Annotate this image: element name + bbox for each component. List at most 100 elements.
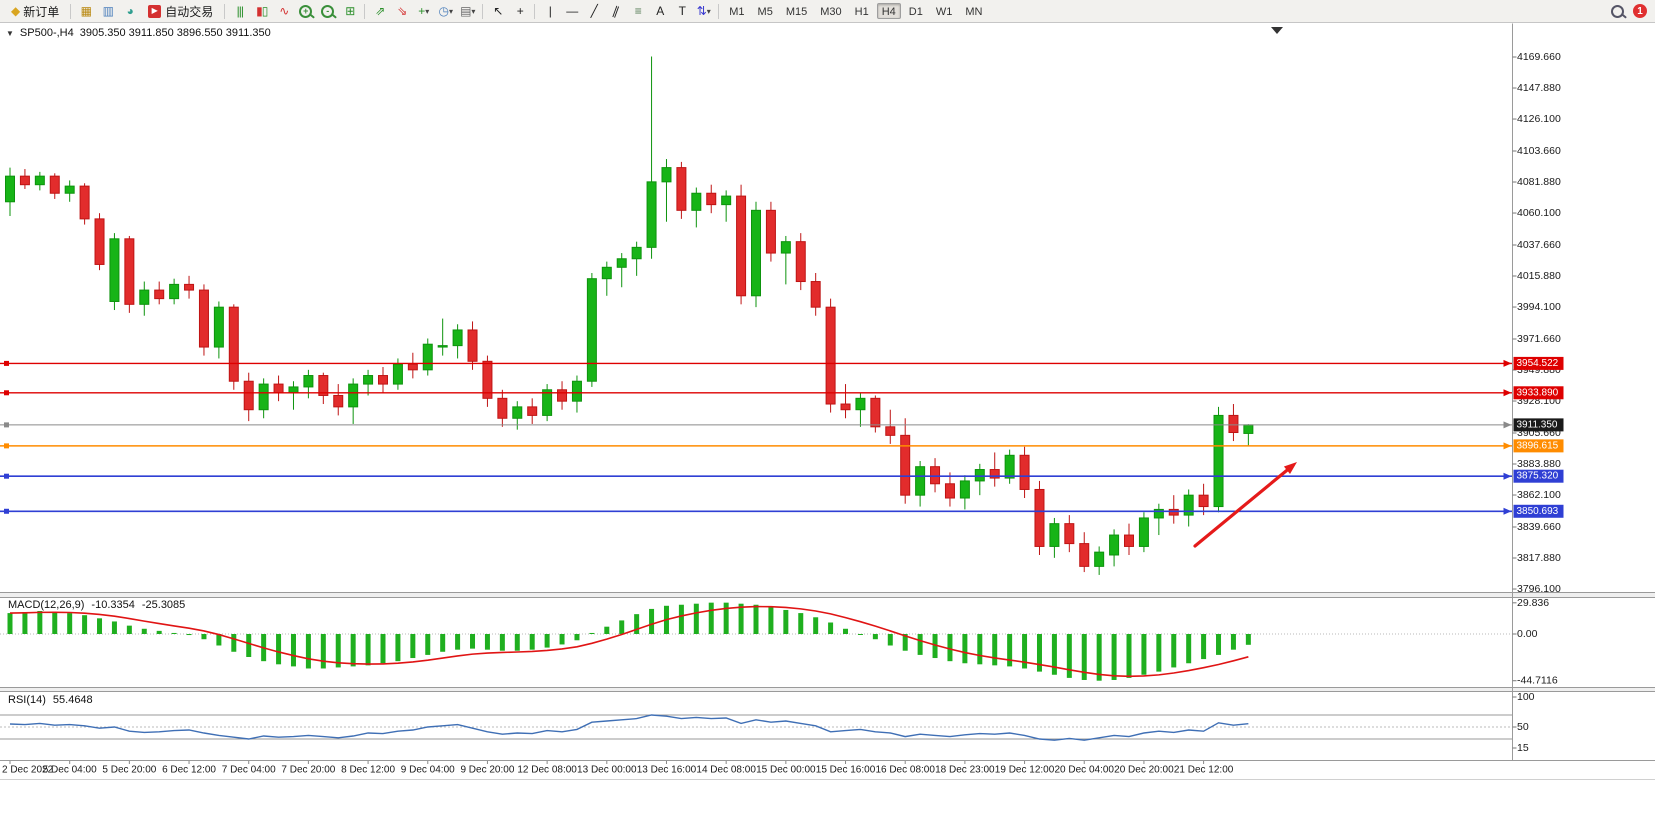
rsi-pane[interactable]: 100 50 15	[0, 691, 1535, 754]
timeframe-h1-button[interactable]: H1	[850, 3, 874, 19]
svg-text:20 Dec 04:00: 20 Dec 04:00	[1054, 765, 1114, 776]
navigator-icon[interactable]: ◕	[119, 2, 140, 21]
search-icon[interactable]	[1607, 2, 1628, 21]
svg-text:3796.100: 3796.100	[1517, 583, 1561, 595]
period-dropdown[interactable]: ◷ ▾	[435, 2, 456, 21]
rsi-name: RSI(14)	[8, 694, 46, 706]
notification-badge[interactable]: 1	[1633, 4, 1647, 18]
autotrade-button-icon: ▶	[148, 4, 162, 18]
svg-text:4169.660: 4169.660	[1517, 51, 1561, 63]
timeframe-m30-button[interactable]: M30	[815, 3, 846, 19]
line-right-arrow	[1503, 359, 1512, 367]
add-indicator-dropdown[interactable]: + ▾	[413, 2, 434, 21]
svg-text:16 Dec 08:00: 16 Dec 08:00	[875, 765, 935, 776]
text-icon[interactable]: A	[649, 2, 670, 21]
indicator-down-icon[interactable]: ⇘	[391, 2, 412, 21]
timeframe-m1-button[interactable]: M1	[724, 3, 749, 19]
template-dropdown[interactable]: ▤ ▾	[457, 2, 478, 21]
zoom-in-icon[interactable]: +	[295, 2, 316, 21]
toolbar-separator	[534, 3, 536, 19]
text-label-icon[interactable]: T	[671, 2, 692, 21]
one-click-trading-arrow[interactable]: ▼	[6, 28, 14, 38]
svg-text:4081.880: 4081.880	[1517, 176, 1561, 188]
svg-text:3862.100: 3862.100	[1517, 489, 1561, 501]
toolbar: ◆ 新订单 ▦ ▥ ◕ ▶ 自动交易 ||| ▮ ▯ ∿ + - ⊞ ⇗ ⇘ + ▾ ◷ ▾ ▤ ▾ ↖ + | — ╱ ∥ ≡ A T ⇅ ▾…	[0, 0, 1655, 23]
dropdown-caret-icon: ▾	[706, 6, 711, 16]
chart-symbol-period: SP500-,H4	[19, 27, 74, 39]
toolbar-separator	[482, 3, 484, 19]
market-watch-icon[interactable]: ▥	[97, 2, 118, 21]
trend-arrow[interactable]	[1193, 462, 1297, 548]
svg-text:3933.890: 3933.890	[1517, 387, 1559, 398]
svg-text:5 Dec 20:00: 5 Dec 20:00	[102, 765, 156, 776]
new-order-button[interactable]: ◆ 新订单	[4, 2, 66, 21]
timeframe-m15-button[interactable]: M15	[781, 3, 812, 19]
svg-text:0.00: 0.00	[1517, 628, 1538, 640]
fibonacci-icon[interactable]: ≡	[627, 2, 648, 21]
timeframe-w1-button[interactable]: W1	[931, 3, 958, 19]
trendline-icon[interactable]: ╱	[583, 2, 604, 21]
dropdown-caret-icon: ▾	[425, 6, 430, 16]
line-right-arrow	[1503, 421, 1512, 429]
tile-windows-icon[interactable]: ⊞	[339, 2, 360, 21]
svg-text:3875.320: 3875.320	[1517, 471, 1559, 482]
svg-text:9 Dec 04:00: 9 Dec 04:00	[401, 765, 455, 776]
horizontal-line-3954.522[interactable]: 3954.522	[0, 356, 1564, 370]
line-chart-icon[interactable]: ∿	[273, 2, 294, 21]
line-right-arrow	[1503, 472, 1512, 480]
horizontal-line-icon[interactable]: —	[561, 2, 582, 21]
svg-text:100: 100	[1517, 691, 1535, 703]
candlestick-chart-icon[interactable]: ▮ ▯	[251, 2, 272, 21]
svg-text:15: 15	[1517, 742, 1529, 754]
autotrade-button-label: 自动交易	[165, 4, 214, 19]
new-order-button-label: 新订单	[23, 4, 60, 19]
svg-text:9 Dec 20:00: 9 Dec 20:00	[460, 765, 514, 776]
current-price-line[interactable]: 3911.350	[0, 418, 1564, 432]
timeframe-h4-button[interactable]: H4	[876, 3, 901, 19]
indicator-up-icon[interactable]: ⇗	[369, 2, 390, 21]
price-line-badge	[1513, 504, 1564, 518]
rsi-value: 55.4648	[52, 694, 93, 706]
macd-pane[interactable]: 29.836 0.00 -44.7116	[0, 597, 1558, 687]
timeframe-m5-button[interactable]: M5	[753, 3, 778, 19]
timeframe-d1-button[interactable]: D1	[904, 3, 928, 19]
svg-text:15 Dec 00:00: 15 Dec 00:00	[756, 765, 816, 776]
line-right-arrow	[1503, 442, 1512, 450]
svg-text:3883.880: 3883.880	[1517, 458, 1561, 470]
zoom-out-icon[interactable]: -	[317, 2, 338, 21]
timeframe-mn-button[interactable]: MN	[960, 3, 987, 19]
price-line-badge	[1513, 439, 1564, 453]
svg-text:3850.693: 3850.693	[1517, 506, 1559, 517]
zoom-out-icon: -	[321, 4, 335, 18]
crosshair-icon[interactable]: +	[509, 2, 530, 21]
line-left-handle	[4, 360, 9, 366]
svg-text:3994.100: 3994.100	[1517, 301, 1561, 313]
horizontal-line-3850.693[interactable]: 3850.693	[0, 504, 1564, 518]
horizontal-line-3875.320[interactable]: 3875.320	[0, 469, 1564, 483]
price-axis[interactable]: 4169.660 4147.880 4126.100 4103.660 4081.880…	[1512, 51, 1561, 595]
charts-window-icon[interactable]: ▦	[75, 2, 96, 21]
pane-borders	[0, 23, 1655, 780]
line-left-handle	[4, 473, 9, 479]
svg-text:14 Dec 08:00: 14 Dec 08:00	[696, 765, 756, 776]
svg-text:3896.615: 3896.615	[1517, 440, 1559, 451]
autotrade-button[interactable]: ▶ 自动交易	[141, 2, 220, 21]
ohlc-bars-chart-icon[interactable]: |||	[229, 2, 250, 21]
svg-text:-44.7116: -44.7116	[1517, 675, 1558, 687]
horizontal-line-3933.890[interactable]: 3933.890	[0, 386, 1564, 400]
horizontal-line-3896.615[interactable]: 3896.615	[0, 439, 1564, 453]
arrows-dropdown[interactable]: ⇅ ▾	[693, 2, 714, 21]
price-line-badge	[1513, 469, 1564, 483]
chart-shift-marker-icon[interactable]	[1271, 27, 1283, 34]
rsi-line	[9, 714, 1249, 741]
vertical-line-icon[interactable]: |	[539, 2, 560, 21]
svg-text:8 Dec 12:00: 8 Dec 12:00	[341, 765, 395, 776]
svg-text:19 Dec 12:00: 19 Dec 12:00	[995, 765, 1055, 776]
cursor-icon[interactable]: ↖	[487, 2, 508, 21]
svg-text:29.836: 29.836	[1517, 597, 1549, 609]
toolbar-separator	[718, 3, 720, 19]
svg-text:4126.100: 4126.100	[1517, 113, 1561, 125]
